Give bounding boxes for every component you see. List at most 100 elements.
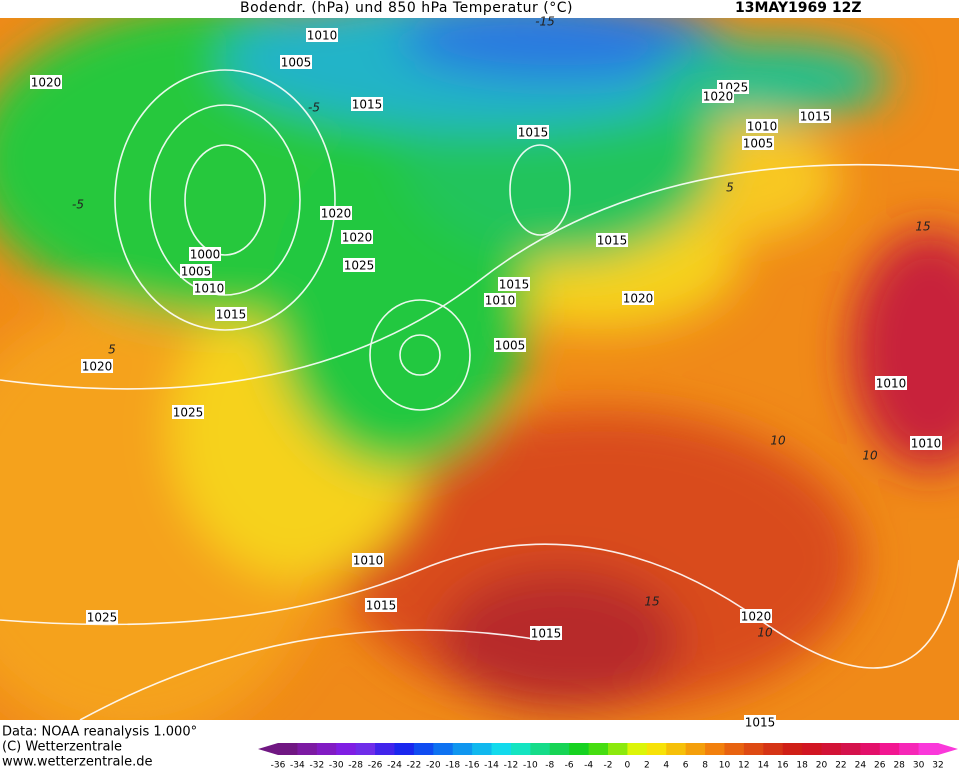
isobar-labels: 1010100510201015102510201015101010051015… [30, 15, 942, 730]
isobar-label: 1015 [216, 308, 247, 322]
scale-cell [588, 743, 609, 755]
temperature-label: -5 [72, 198, 84, 212]
scale-cell [763, 743, 784, 755]
isobar-label: 1015 [518, 126, 549, 140]
isobar-label-box [86, 610, 118, 624]
isobar-label: 1025 [87, 611, 118, 625]
scale-cell [336, 743, 357, 755]
isobar-label: 1010 [747, 120, 778, 134]
isobar-label-box [280, 55, 312, 69]
scale-cell [549, 743, 570, 755]
scale-cell [879, 743, 900, 755]
scale-label: 18 [796, 761, 808, 771]
scale-label: 22 [835, 761, 846, 771]
isobar-label-box [494, 338, 526, 352]
scale-label: -8 [545, 761, 554, 771]
scale-label: -6 [565, 761, 574, 771]
scale-label: -18 [445, 761, 460, 771]
isobar-label-box [180, 264, 212, 278]
isobar-label-box [530, 626, 562, 640]
isobar-label: 1010 [485, 294, 516, 308]
scale-cell [743, 743, 764, 755]
isobar-label: 1015 [597, 234, 628, 248]
isobar-label-box [30, 75, 62, 89]
scale-label: -20 [426, 761, 441, 771]
scale-cell [705, 743, 725, 755]
scale-cell [899, 743, 920, 755]
isobar-label: 1015 [800, 110, 831, 124]
temperature-label: -5 [308, 101, 320, 115]
isobar-label-box [81, 359, 113, 373]
isobar-label-box [702, 89, 734, 103]
scale-cell [666, 743, 687, 755]
isobar-label: 1005 [743, 137, 774, 151]
isobar-label-box [740, 609, 772, 623]
isobar-label: 1020 [703, 90, 734, 104]
scale-label: 24 [855, 761, 867, 771]
scale-cell [646, 743, 667, 755]
scale-label: -22 [407, 761, 422, 771]
map-title: Bodendr. (hPa) und 850 hPa Temperatur (°… [240, 0, 573, 16]
isobar-label: 1005 [181, 265, 212, 279]
scale-label: 12 [738, 761, 749, 771]
isobar-label-box [341, 230, 373, 244]
temperature-label: 15 [644, 595, 659, 609]
isobar-label: 1015 [366, 599, 397, 613]
isobar-label-box [875, 376, 907, 390]
isobar-label-box [799, 109, 831, 123]
isobar-label: 1020 [31, 76, 62, 90]
scale-label: 6 [683, 761, 689, 771]
scale-cell [685, 743, 706, 755]
isobar-label: 1020 [741, 610, 772, 624]
scale-cell [452, 743, 473, 755]
scale-label: -2 [604, 761, 613, 771]
isobar-label-box [498, 277, 530, 291]
temperature-label: 10 [757, 626, 773, 640]
isobar-label: 1015 [531, 627, 562, 641]
isobar-label: 1010 [911, 437, 942, 451]
scale-cell [608, 743, 628, 755]
isobar-label: 1015 [352, 98, 383, 112]
isobar-label-box [306, 28, 338, 42]
scale-cell [472, 743, 493, 755]
scale-cell [355, 743, 376, 755]
scale-label: -26 [368, 761, 383, 771]
scale-cell [802, 743, 823, 755]
scale-label: 26 [874, 761, 886, 771]
scale-cell [569, 743, 590, 755]
isobar-label-box [596, 233, 628, 247]
scale-cell [782, 743, 803, 755]
scale-label: -10 [523, 761, 538, 771]
isobar-label-box [365, 598, 397, 612]
scale-label: 30 [913, 761, 925, 771]
scale-label: -14 [484, 761, 499, 771]
isobar-label-box [484, 293, 516, 307]
scale-label: 4 [663, 761, 669, 771]
isobar-label: 1000 [190, 248, 221, 262]
scale-label: -30 [329, 761, 344, 771]
scale-label: -36 [271, 761, 286, 771]
scale-cell [510, 743, 531, 755]
isobar-label: 1015 [499, 278, 530, 292]
temperature-label: -15 [535, 15, 555, 29]
isobar-label: 1010 [307, 29, 338, 43]
isobar-label: 1020 [321, 207, 352, 221]
scale-cell [530, 743, 551, 755]
scale-cell [413, 743, 434, 755]
scale-cell [918, 743, 939, 755]
scale-cell [860, 743, 881, 755]
isobar-label: 1015 [745, 716, 776, 730]
isobar-label-box [742, 136, 774, 150]
temperature-label: 5 [108, 343, 116, 357]
scale-label: 10 [719, 761, 731, 771]
temperature-label: 10 [770, 434, 786, 448]
isobar-label: 1005 [495, 339, 526, 353]
isobar-label-box [517, 125, 549, 139]
footer-url: www.wetterzentrale.de [2, 755, 152, 770]
isobar-label: 1020 [342, 231, 373, 245]
scale-label: -28 [348, 761, 363, 771]
isobar-label-box [193, 281, 225, 295]
scale-cell [278, 743, 298, 755]
isobar-label-box [189, 247, 221, 261]
isobar-label-box [744, 715, 776, 729]
